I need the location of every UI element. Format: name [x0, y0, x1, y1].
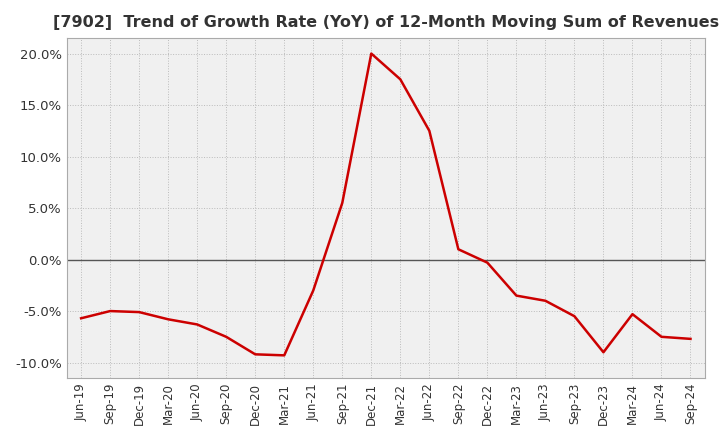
Title: [7902]  Trend of Growth Rate (YoY) of 12-Month Moving Sum of Revenues: [7902] Trend of Growth Rate (YoY) of 12-…	[53, 15, 719, 30]
